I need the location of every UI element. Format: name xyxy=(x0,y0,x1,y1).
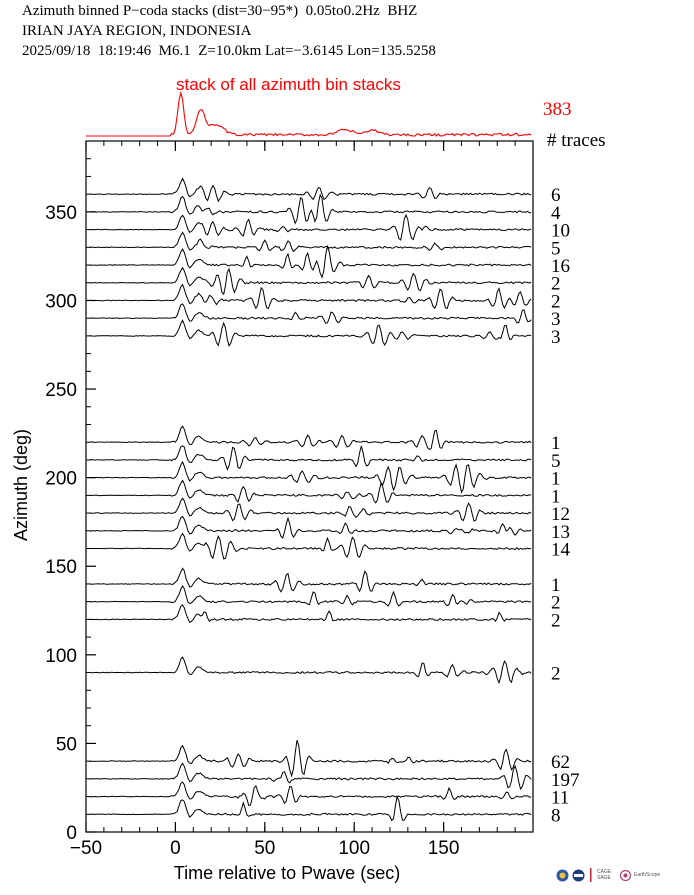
trace-count-label: 5 xyxy=(551,451,561,472)
nsf-logo-icon xyxy=(556,869,569,881)
trace-count-label: 197 xyxy=(551,770,580,791)
trace-azimuth-350 xyxy=(89,193,532,225)
x-tick-label: 0 xyxy=(170,838,181,859)
header-line-1: Azimuth binned P−coda stacks (dist=30−95… xyxy=(22,3,418,19)
y-tick-label: 150 xyxy=(45,557,77,578)
trace-count-label: 2 xyxy=(551,291,561,312)
logo-divider xyxy=(590,868,592,882)
trace-count-label: 16 xyxy=(551,256,570,277)
y-tick-label: 250 xyxy=(45,380,77,401)
trace-count-label: 14 xyxy=(551,540,571,561)
trace-count-label: 1 xyxy=(551,433,561,454)
trace-count-label: 2 xyxy=(551,664,561,685)
trace-azimuth-20 xyxy=(89,781,532,806)
y-tick-label: 300 xyxy=(45,291,77,312)
y-tick-label: 200 xyxy=(45,469,77,490)
trace-azimuth-120 xyxy=(89,604,532,624)
y-axis-label: Azimuth (deg) xyxy=(11,429,31,541)
trace-count-label: 2 xyxy=(551,274,561,295)
trace-azimuth-320 xyxy=(89,244,532,279)
trace-count-label: 10 xyxy=(551,221,570,242)
x-axis-label: Time relative to Pwave (sec) xyxy=(174,863,400,883)
trace-count-label: 8 xyxy=(551,805,561,826)
trace-count-label: 3 xyxy=(551,309,561,330)
trace-count-label: 5 xyxy=(551,238,561,259)
trace-count-label: 1 xyxy=(551,575,561,596)
trace-count-header: # traces xyxy=(547,130,606,151)
logo-strip: CAGE SAGE EarthScope xyxy=(556,868,660,882)
stack-title: stack of all azimuth bin stacks xyxy=(176,75,401,94)
trace-azimuth-170 xyxy=(89,515,532,539)
x-tick-label: −50 xyxy=(70,838,102,859)
trace-azimuth-300 xyxy=(89,283,532,310)
trace-count-label: 4 xyxy=(551,203,561,224)
x-tick-label: 150 xyxy=(428,838,460,859)
trace-count-label: 2 xyxy=(551,610,561,631)
trace-azimuth-220 xyxy=(89,425,532,450)
agency-logo-icon xyxy=(572,869,585,881)
trace-count-label: 1 xyxy=(551,469,561,490)
trace-count-label: 2 xyxy=(551,593,561,614)
trace-azimuth-190 xyxy=(89,479,532,504)
trace-azimuth-360 xyxy=(89,177,532,203)
trace-azimuth-210 xyxy=(89,445,532,471)
trace-count-label: 6 xyxy=(551,185,561,206)
trace-count-label: 11 xyxy=(551,788,569,809)
header-line-2: IRIAN JAYA REGION, INDONESIA xyxy=(22,23,252,39)
y-tick-label: 100 xyxy=(45,646,77,667)
trace-azimuth-340 xyxy=(89,213,532,241)
trace-azimuth-310 xyxy=(89,266,532,296)
trace-azimuth-290 xyxy=(89,303,532,324)
trace-count-label: 3 xyxy=(551,327,561,348)
header-line-3: 2025/09/18 18:19:46 M6.1 Z=10.0km Lat=−3… xyxy=(22,43,436,59)
trace-count-label: 1 xyxy=(551,486,561,507)
summary-stack-trace xyxy=(86,90,532,137)
trace-azimuth-140 xyxy=(89,567,532,593)
earthscope-logo: EarthScope xyxy=(634,872,661,878)
summary-stack-count: 383 xyxy=(543,99,572,120)
trace-azimuth-180 xyxy=(89,497,532,522)
trace-count-label: 12 xyxy=(551,504,570,525)
x-tick-label: 50 xyxy=(254,838,275,859)
earthscope-logo-icon xyxy=(620,869,631,881)
trace-azimuth-160 xyxy=(89,532,532,560)
trace-azimuth-330 xyxy=(89,231,532,253)
trace-azimuth-130 xyxy=(89,585,532,607)
y-tick-label: 350 xyxy=(45,203,77,224)
trace-azimuth-200 xyxy=(89,460,532,494)
y-tick-label: 0 xyxy=(66,823,77,844)
trace-count-label: 13 xyxy=(551,522,570,543)
y-tick-label: 50 xyxy=(56,734,77,755)
plot-frame xyxy=(85,140,534,833)
x-tick-label: 100 xyxy=(338,838,370,859)
trace-azimuth-40 xyxy=(89,740,532,778)
trace-azimuth-10 xyxy=(89,794,532,822)
trace-azimuth-280 xyxy=(89,319,532,347)
trace-azimuth-90 xyxy=(89,656,532,685)
cage-sage-logo: CAGE SAGE xyxy=(597,869,612,881)
summary-stack-group xyxy=(86,90,532,137)
axis-ticks xyxy=(85,141,534,833)
trace-azimuth-30 xyxy=(89,762,532,791)
trace-count-label: 62 xyxy=(551,752,570,773)
